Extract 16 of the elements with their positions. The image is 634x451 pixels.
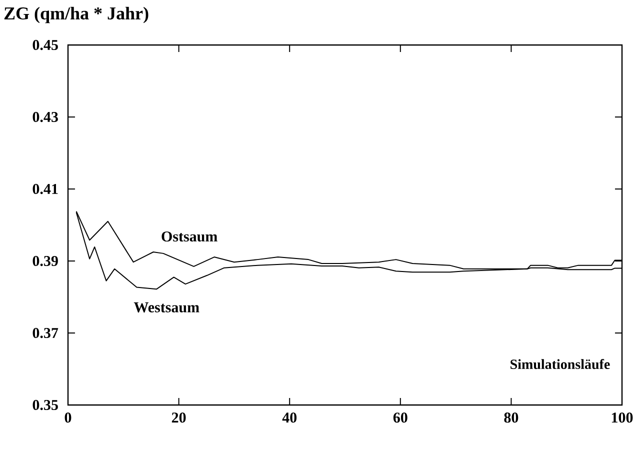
y-tick-label: 0.41 bbox=[32, 184, 58, 194]
series-label: Ostsaum bbox=[162, 231, 218, 242]
y-axis-title: ZG (qm/ha * Jahr) bbox=[4, 6, 148, 24]
x-tick-label: 100 bbox=[612, 412, 633, 423]
x-tick-label: 20 bbox=[172, 412, 186, 423]
x-axis-title: Simulationsläufe bbox=[510, 359, 610, 370]
x-tick-label: 60 bbox=[393, 412, 408, 423]
x-tick-label: 80 bbox=[504, 412, 518, 423]
y-tick-label: 0.45 bbox=[32, 40, 58, 50]
y-tick-label: 0.43 bbox=[32, 112, 58, 122]
y-tick-label: 0.37 bbox=[32, 328, 58, 338]
y-tick-label: 0.35 bbox=[32, 400, 58, 410]
x-tick-label: 0 bbox=[64, 412, 72, 423]
series-label: Westsaum bbox=[134, 302, 200, 312]
x-tick-label: 40 bbox=[282, 412, 297, 423]
y-tick-label: 0.39 bbox=[32, 256, 58, 266]
